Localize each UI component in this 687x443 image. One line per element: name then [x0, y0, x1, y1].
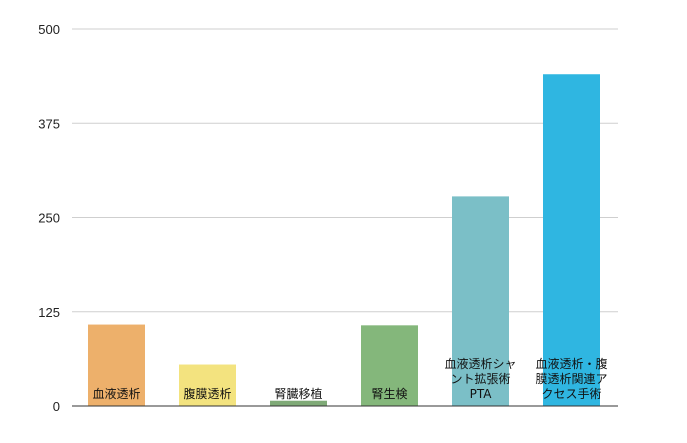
y-tick-label-500: 500	[38, 22, 60, 37]
y-axis-ticks: 0 125 250 375 500	[38, 22, 60, 414]
bar-label-1: 腹膜透析	[183, 387, 231, 401]
bar-1	[179, 364, 236, 406]
bar-label-3: 腎生検	[371, 387, 407, 401]
bar-2	[270, 400, 327, 406]
bar-0	[88, 324, 145, 406]
bars	[88, 74, 600, 407]
bar-4	[452, 196, 509, 406]
gridlines	[72, 28, 618, 313]
bar-3	[361, 325, 418, 406]
bar-label-2: 腎臓移植	[274, 386, 322, 401]
y-tick-label-375: 375	[38, 116, 60, 131]
bar-labels: 血液透析 腹膜透析 腎臓移植 腎生検 血液透析シャント拡張術 PTA 血液透析・腹膜透析関連…	[92, 356, 607, 401]
bar-5	[543, 74, 600, 407]
bar-label-5: 血液透析・腹膜透析関連アクセス手術	[535, 356, 607, 401]
bar-label-4: 血液透析シャント拡張術 PTA	[444, 356, 516, 401]
bar-label-0: 血液透析	[92, 386, 140, 401]
y-tick-label-125: 125	[38, 305, 60, 320]
y-tick-label-0: 0	[53, 399, 60, 414]
y-tick-label-250: 250	[38, 211, 60, 226]
